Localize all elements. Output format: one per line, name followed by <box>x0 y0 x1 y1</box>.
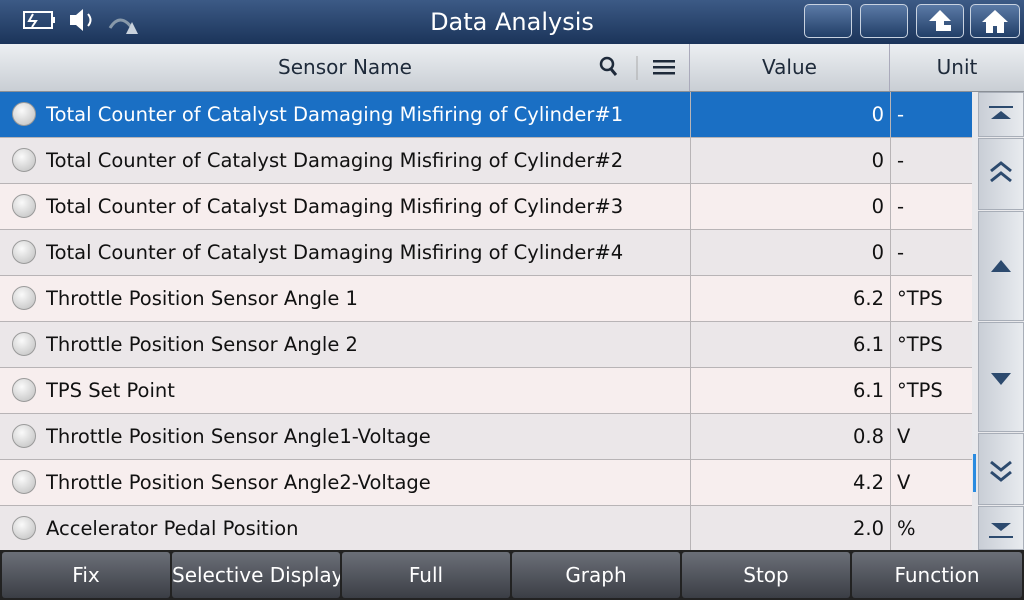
row-radio[interactable] <box>12 148 36 172</box>
row-radio[interactable] <box>12 332 36 356</box>
sensor-unit: - <box>890 92 972 137</box>
footer-bar: Fix Selective Display Full Graph Stop Functio… <box>0 550 1024 600</box>
table-row[interactable]: Throttle Position Sensor Angle1-Voltage 0… <box>0 414 972 460</box>
sensor-name: Total Counter of Catalyst Damaging Misfi… <box>46 195 624 218</box>
sensor-unit: - <box>890 138 972 183</box>
footer-button[interactable]: Function <box>852 552 1022 598</box>
column-header-cell: Sensor Name <box>0 44 690 91</box>
sensor-value: 0 <box>690 92 890 137</box>
line-down-button[interactable] <box>978 322 1024 432</box>
column-header-cell: Value <box>690 44 890 91</box>
sensor-value: 0 <box>690 230 890 275</box>
report-button[interactable] <box>860 4 908 38</box>
row-radio[interactable] <box>12 470 36 494</box>
home-button[interactable] <box>970 4 1020 38</box>
row-radio[interactable] <box>12 516 36 540</box>
table-row[interactable]: Throttle Position Sensor Angle 1 6.2 °TPS <box>0 276 972 322</box>
sensor-value: 4.2 <box>690 460 890 505</box>
row-radio[interactable] <box>12 240 36 264</box>
table-row[interactable]: Throttle Position Sensor Angle2-Voltage 4… <box>0 460 972 506</box>
sensor-unit: - <box>890 230 972 275</box>
table-row[interactable]: Total Counter of Catalyst Damaging Misfi… <box>0 184 972 230</box>
table-row[interactable]: Total Counter of Catalyst Damaging Misfi… <box>0 92 972 138</box>
footer-button[interactable]: Stop <box>682 552 850 598</box>
footer-button[interactable]: Graph <box>512 552 680 598</box>
sensor-name: Throttle Position Sensor Angle1-Voltage <box>46 425 431 448</box>
sensor-value: 6.1 <box>690 322 890 367</box>
row-radio[interactable] <box>12 378 36 402</box>
table-row[interactable]: Throttle Position Sensor Angle 2 6.1 °TPS <box>0 322 972 368</box>
row-radio[interactable] <box>12 286 36 310</box>
sensor-unit: V <box>890 414 972 459</box>
scroll-top-button[interactable] <box>978 92 1024 137</box>
top-bar: Data Analysis <box>0 0 1024 44</box>
status-icons <box>23 9 138 34</box>
table-row[interactable]: Total Counter of Catalyst Damaging Misfi… <box>0 138 972 184</box>
column-title: Sensor Name <box>278 55 412 79</box>
search-menu-icons[interactable] <box>590 44 680 91</box>
column-header-cell: Unit <box>936 55 978 79</box>
footer-button[interactable]: Fix <box>2 552 170 598</box>
scroll-bottom-button[interactable] <box>978 506 1024 550</box>
sensor-name: Total Counter of Catalyst Damaging Misfi… <box>46 149 624 172</box>
line-up-button[interactable] <box>978 211 1024 321</box>
row-radio[interactable] <box>12 102 36 126</box>
sensor-name: TPS Set Point <box>46 379 175 402</box>
sensor-value: 0 <box>690 184 890 229</box>
sensor-name: Accelerator Pedal Position <box>46 517 299 540</box>
sensor-name: Total Counter of Catalyst Damaging Misfi… <box>46 241 624 264</box>
scroll-thumb <box>973 454 976 492</box>
back-button[interactable] <box>916 4 964 38</box>
vehicle-info-button[interactable] <box>804 4 852 38</box>
sensor-unit: °TPS <box>890 322 972 367</box>
sensor-value: 6.1 <box>690 368 890 413</box>
table-row[interactable]: TPS Set Point 6.1 °TPS <box>0 368 972 414</box>
sensor-value: 2.0 <box>690 506 890 551</box>
sensor-name: Throttle Position Sensor Angle 1 <box>46 287 358 310</box>
column-header: Sensor Name Value Unit <box>0 44 1024 92</box>
table-row[interactable]: Total Counter of Catalyst Damaging Misfi… <box>0 230 972 276</box>
page-down-button[interactable] <box>978 433 1024 505</box>
footer-button[interactable]: Selective Display <box>172 552 340 598</box>
page-up-button[interactable] <box>978 138 1024 210</box>
sensor-name: Throttle Position Sensor Angle 2 <box>46 333 358 356</box>
sensor-unit: V <box>890 460 972 505</box>
sensor-value: 0 <box>690 138 890 183</box>
sensor-unit: °TPS <box>890 276 972 321</box>
sensor-unit: - <box>890 184 972 229</box>
sensor-name: Total Counter of Catalyst Damaging Misfi… <box>46 103 624 126</box>
sensor-unit: % <box>890 506 972 551</box>
sensor-value: 6.2 <box>690 276 890 321</box>
sensor-unit: °TPS <box>890 368 972 413</box>
scrollbar <box>972 92 1024 550</box>
row-radio[interactable] <box>12 194 36 218</box>
title: Data Analysis <box>430 8 594 36</box>
footer-button[interactable]: Full <box>342 552 510 598</box>
sensor-value: 0.8 <box>690 414 890 459</box>
row-radio[interactable] <box>12 424 36 448</box>
sensor-name: Throttle Position Sensor Angle2-Voltage <box>46 471 431 494</box>
table-row[interactable]: Accelerator Pedal Position 2.0% <box>0 506 972 552</box>
